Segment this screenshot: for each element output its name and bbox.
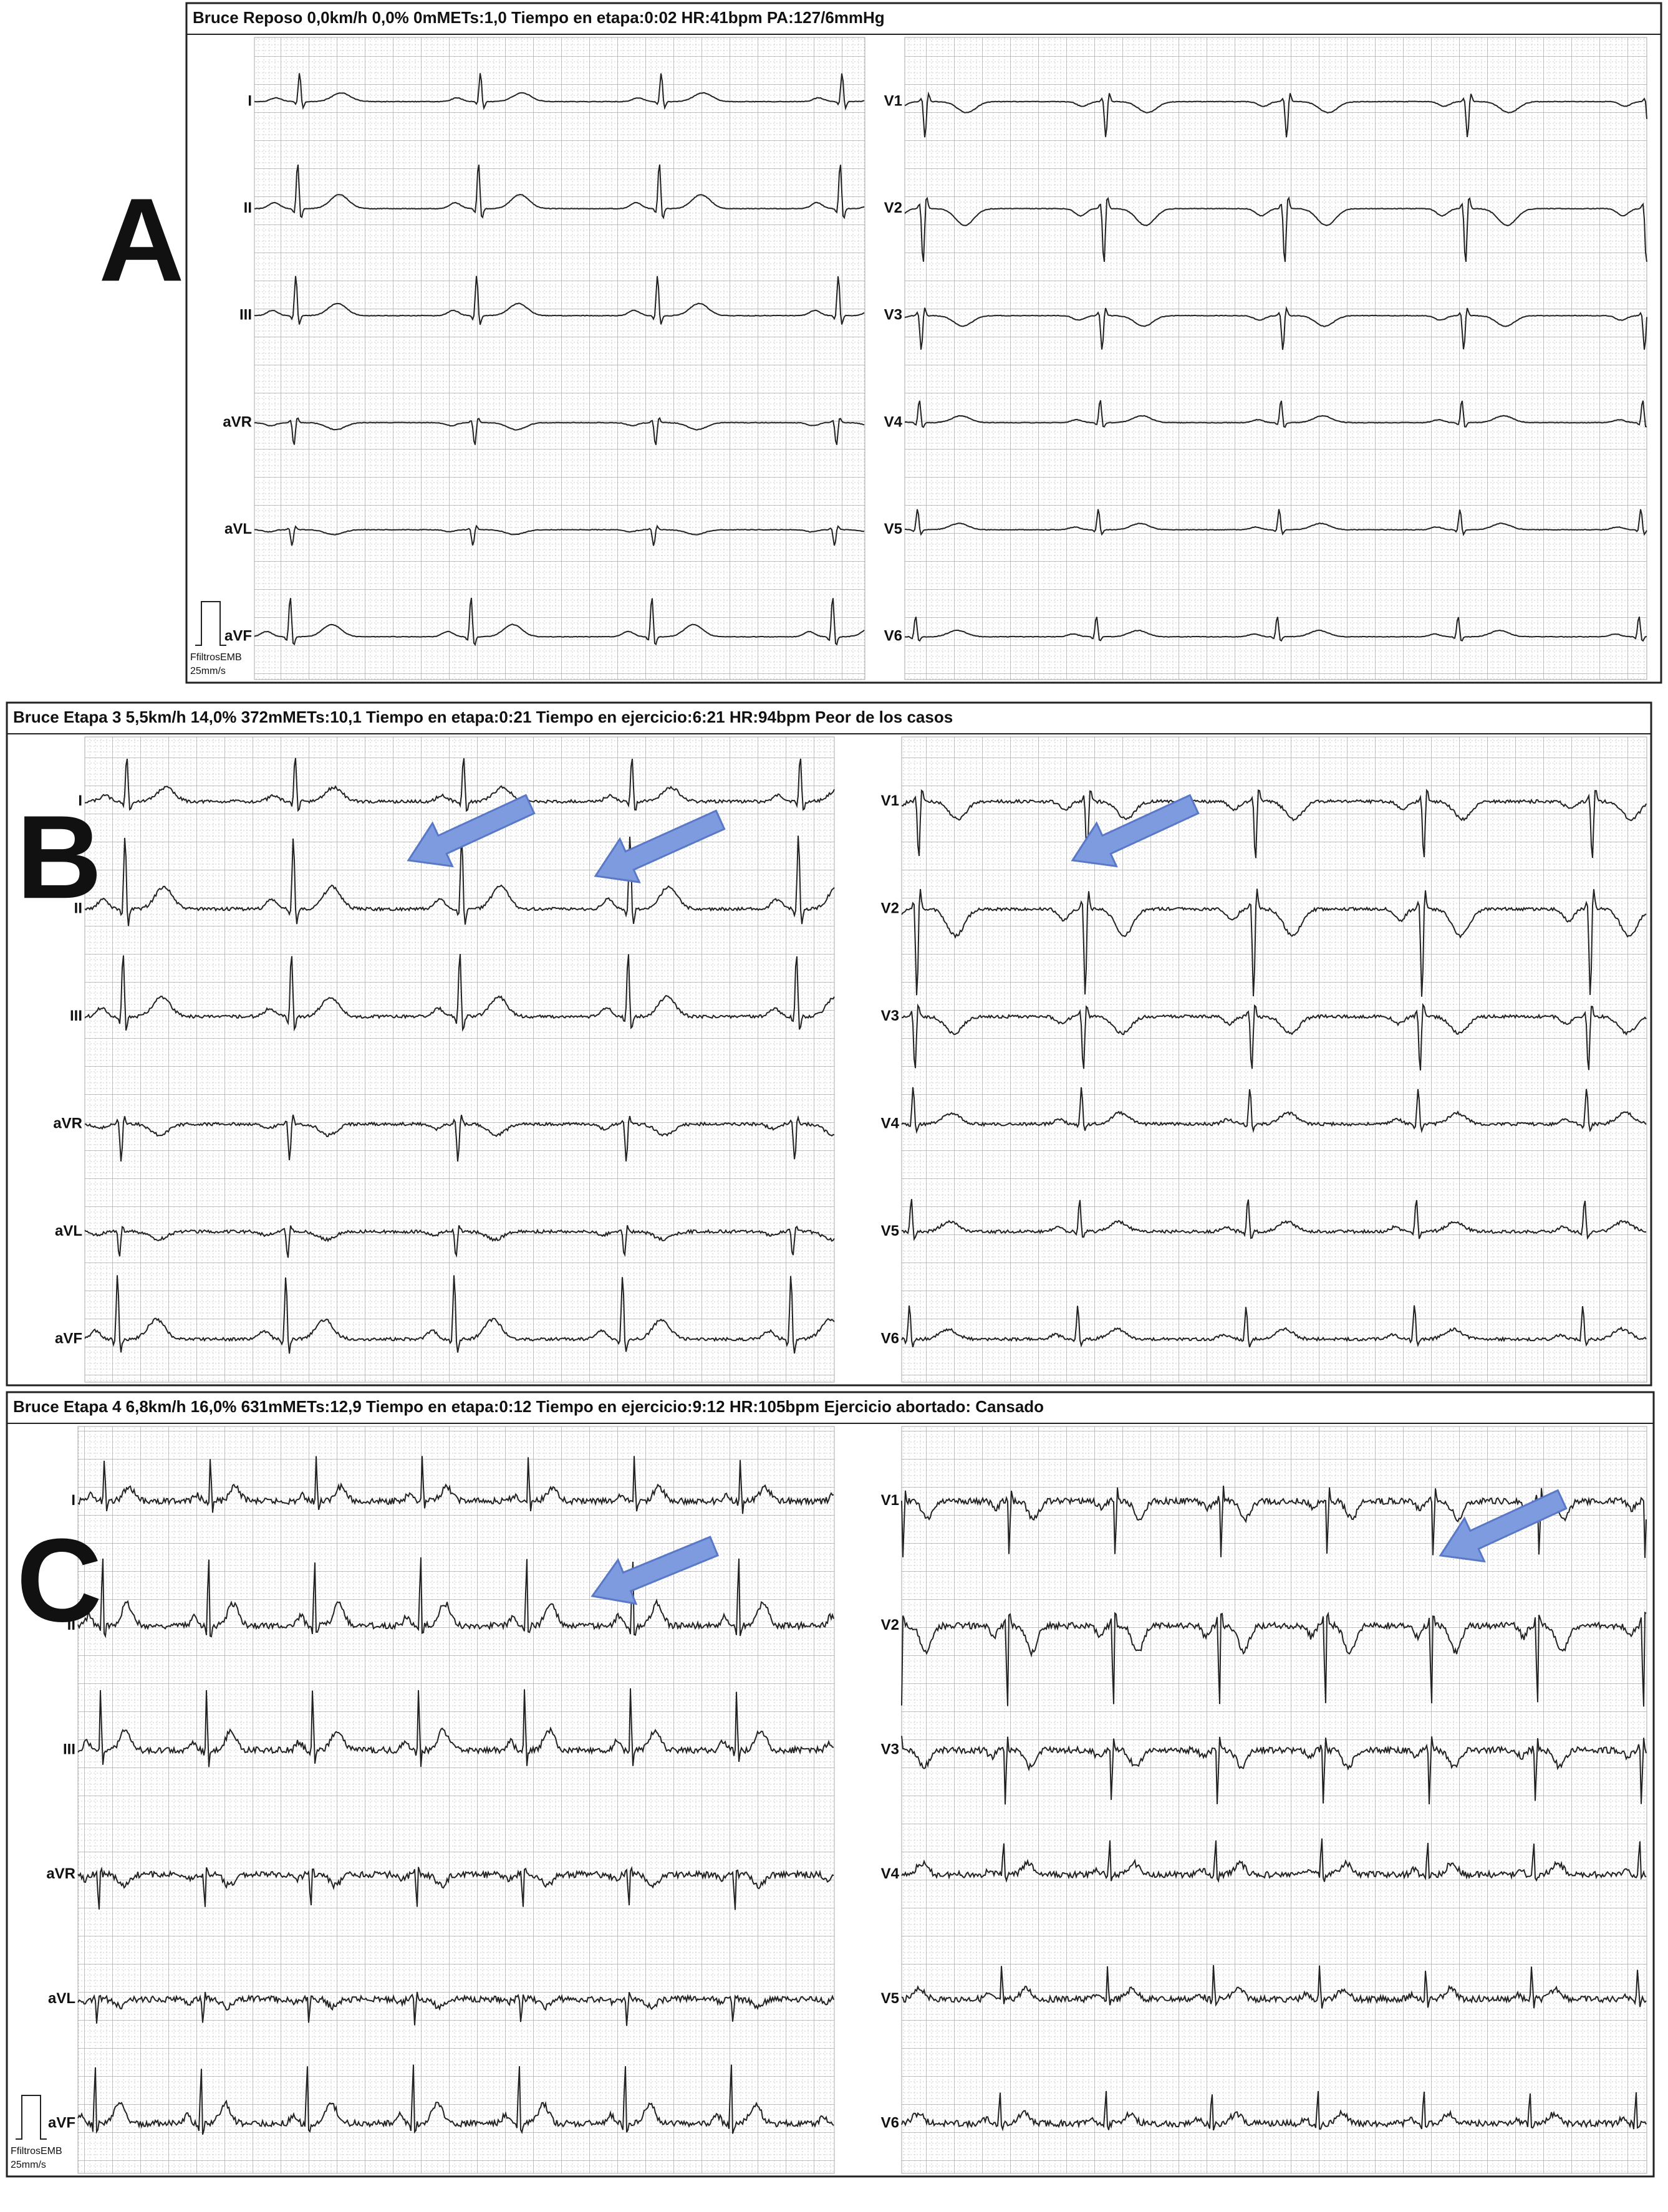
- arrow: [407, 794, 536, 868]
- ecg-trace: [85, 1114, 834, 1162]
- lead-label: aVF: [224, 628, 252, 645]
- ecg-trace: [902, 1003, 1647, 1071]
- lead-label: V4: [881, 1865, 900, 1882]
- arrow: [594, 809, 726, 883]
- lead-label: II: [67, 1617, 75, 1633]
- lead-label: I: [248, 92, 252, 109]
- lead-label: V6: [884, 628, 902, 645]
- ecg-grid: [904, 37, 1647, 680]
- panel-header: Bruce Reposo 0,0km/h 0,0% 0mMETs:1,0 Tie…: [193, 8, 885, 27]
- lead-label: V5: [884, 521, 902, 537]
- ecg-trace: [904, 509, 1647, 537]
- panel-label: B: [16, 791, 102, 923]
- lead-label: III: [239, 307, 252, 324]
- lead-label: aVR: [53, 1115, 82, 1132]
- ecg-trace: [77, 2064, 834, 2135]
- ecg-trace: [901, 1199, 1647, 1241]
- panel-label: C: [16, 1514, 102, 1647]
- lead-label: V1: [881, 792, 899, 809]
- lead-label: V5: [881, 1223, 899, 1239]
- lead-label: II: [74, 900, 82, 916]
- lead-label: aVR: [46, 1865, 75, 1882]
- ecg-trace: [901, 1305, 1647, 1348]
- filter-text: FfiltrosEMB: [190, 652, 242, 663]
- lead-label: I: [71, 1492, 75, 1509]
- ecg-trace: [254, 597, 865, 647]
- ecg-trace: [901, 888, 1647, 997]
- speed-text: 25mm/s: [190, 666, 226, 676]
- lead-label: aVL: [224, 521, 252, 537]
- lead-label: V2: [881, 1617, 899, 1633]
- ecg-trace: [77, 1991, 834, 2026]
- lead-label: V1: [884, 92, 902, 109]
- lead-label: aVL: [55, 1223, 82, 1239]
- ecg-trace: [904, 305, 1647, 350]
- ecg-trace: [904, 400, 1647, 428]
- ecg-trace: [77, 1688, 834, 1767]
- arrow: [1439, 1489, 1568, 1563]
- lead-label: V6: [881, 1330, 899, 1347]
- ecg-trace: [901, 1485, 1647, 1558]
- ecg-grid: [901, 1426, 1647, 2174]
- ecg-trace: [254, 164, 865, 219]
- lead-label: V2: [881, 900, 899, 916]
- calibration-pulse: [195, 601, 226, 646]
- ecg-trace: [77, 1456, 834, 1514]
- ecg-trace: [84, 757, 835, 812]
- lead-label: I: [78, 792, 82, 809]
- calibration-pulse: [16, 2095, 47, 2140]
- panel-header: Bruce Etapa 3 5,5km/h 14,0% 372mMETs:10,…: [13, 708, 953, 726]
- arrow: [1071, 794, 1200, 868]
- lead-label: V3: [881, 1007, 899, 1024]
- lead-label: V4: [881, 1115, 900, 1132]
- ecg-trace: [904, 196, 1647, 262]
- ecg-trace: [901, 1964, 1647, 2009]
- ecg-trace: [84, 954, 835, 1032]
- ecg-trace: [901, 1087, 1647, 1134]
- lead-label: V3: [881, 1741, 899, 1758]
- lead-label: aVR: [223, 413, 252, 430]
- ecg-trace: [904, 616, 1647, 642]
- lead-label: aVF: [48, 2114, 75, 2131]
- lead-label: aVL: [48, 1990, 75, 2007]
- ecg-trace: [904, 91, 1647, 138]
- panel-header: Bruce Etapa 4 6,8km/h 16,0% 631mMETs:12,…: [13, 1397, 1044, 1416]
- speed-text: 25mm/s: [11, 2160, 46, 2170]
- ecg-trace: [77, 1557, 834, 1638]
- ecg-grid: [77, 1426, 835, 2174]
- lead-label: V2: [884, 200, 902, 216]
- lead-label: V6: [881, 2114, 899, 2131]
- panel-label: A: [99, 174, 184, 306]
- arrow: [591, 1536, 720, 1605]
- ecg-trace: [901, 1736, 1647, 1805]
- ecg-trace: [901, 1838, 1647, 1883]
- lead-label: III: [70, 1007, 82, 1024]
- ecg-trace: [901, 789, 1647, 858]
- ecg-trace: [901, 1611, 1647, 1707]
- ecg-trace: [254, 524, 865, 546]
- lead-label: II: [244, 200, 252, 216]
- ecg-trace: [254, 73, 865, 111]
- ecg-trace: [77, 1865, 834, 1910]
- lead-label: V5: [881, 1990, 899, 2007]
- ecg-grid: [901, 736, 1647, 1383]
- lead-label: V4: [884, 413, 903, 430]
- filter-text: FfiltrosEMB: [11, 2146, 62, 2157]
- ecg-trace: [901, 2090, 1647, 2132]
- lead-label: III: [63, 1741, 75, 1758]
- ecg-trace: [84, 1225, 835, 1258]
- ecg-trace: [84, 835, 835, 926]
- lead-label: aVF: [55, 1330, 82, 1347]
- lead-label: V1: [881, 1492, 899, 1509]
- lead-label: V3: [884, 307, 902, 324]
- ecg-trace: [254, 276, 865, 325]
- ecg-grid: [254, 37, 865, 680]
- ecg-trace: [254, 416, 865, 445]
- ecg-trace: [84, 1275, 835, 1354]
